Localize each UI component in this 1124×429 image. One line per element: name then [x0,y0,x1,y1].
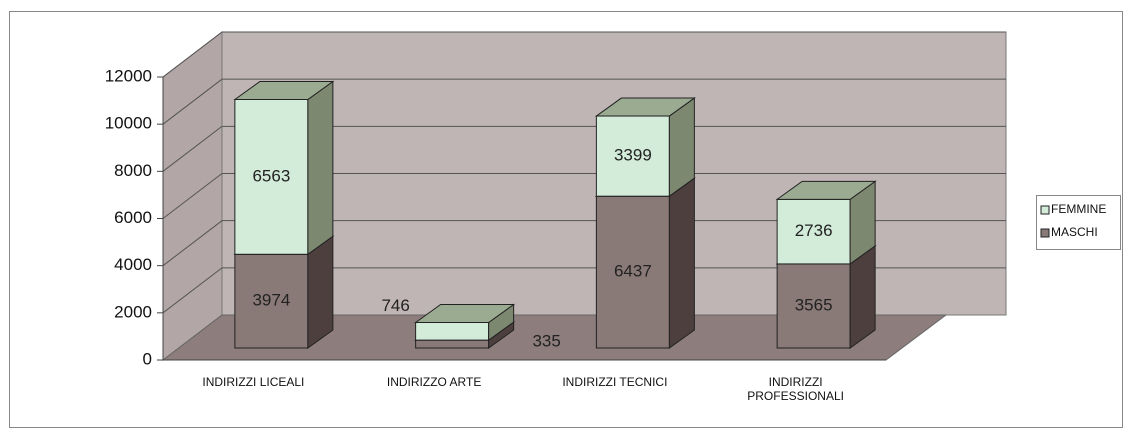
bar-top [233,81,335,101]
y-tick-label: 6000 [114,208,152,227]
bar-segment [415,339,490,349]
data-label: 3565 [795,295,833,314]
bar-segment [415,322,490,341]
bar-top [414,304,516,324]
y-tick-label: 0 [143,349,152,368]
x-tick-label: INDIRIZZO ARTE [386,375,482,389]
x-tick-label: INDIRIZZI LICEALI [202,375,305,389]
bar-side [307,235,334,349]
grid-line [162,78,1006,125]
legend-label: MASCHI [1051,225,1098,239]
bar-segment [595,115,670,197]
data-label: 2736 [795,221,833,240]
bar-top [775,180,877,200]
data-label: 6563 [252,166,290,185]
y-tick-label: 4000 [114,255,152,274]
legend-label: FEMMINE [1051,202,1106,216]
bar-top [594,97,696,117]
bar-segment [776,263,851,349]
y-tick-label: 8000 [114,161,152,180]
bar-segment [776,198,851,265]
legend-swatch [1040,228,1050,238]
y-tick-label: 2000 [114,302,152,321]
x-tick-label: INDIRIZZI TECNICI [562,375,668,389]
grid-line [162,267,1006,314]
x-tick-label: INDIRIZZI PROFESSIONALI [747,375,844,403]
bar-segment [595,195,670,349]
grid-line [162,125,1006,172]
data-label: 746 [381,296,409,315]
legend-swatch [1040,205,1050,215]
y-tick-label: 12000 [105,66,152,85]
grid-line [162,220,1006,267]
data-label: 3974 [252,291,290,310]
data-label: 6437 [614,262,652,281]
grid-line [162,173,1006,219]
legend [1036,195,1121,250]
bar-side [668,177,695,349]
bar-side [307,80,334,256]
data-label: 3399 [614,146,652,165]
data-label: 335 [532,331,560,350]
y-tick-label: 10000 [105,114,152,133]
grid-line [162,31,1006,78]
